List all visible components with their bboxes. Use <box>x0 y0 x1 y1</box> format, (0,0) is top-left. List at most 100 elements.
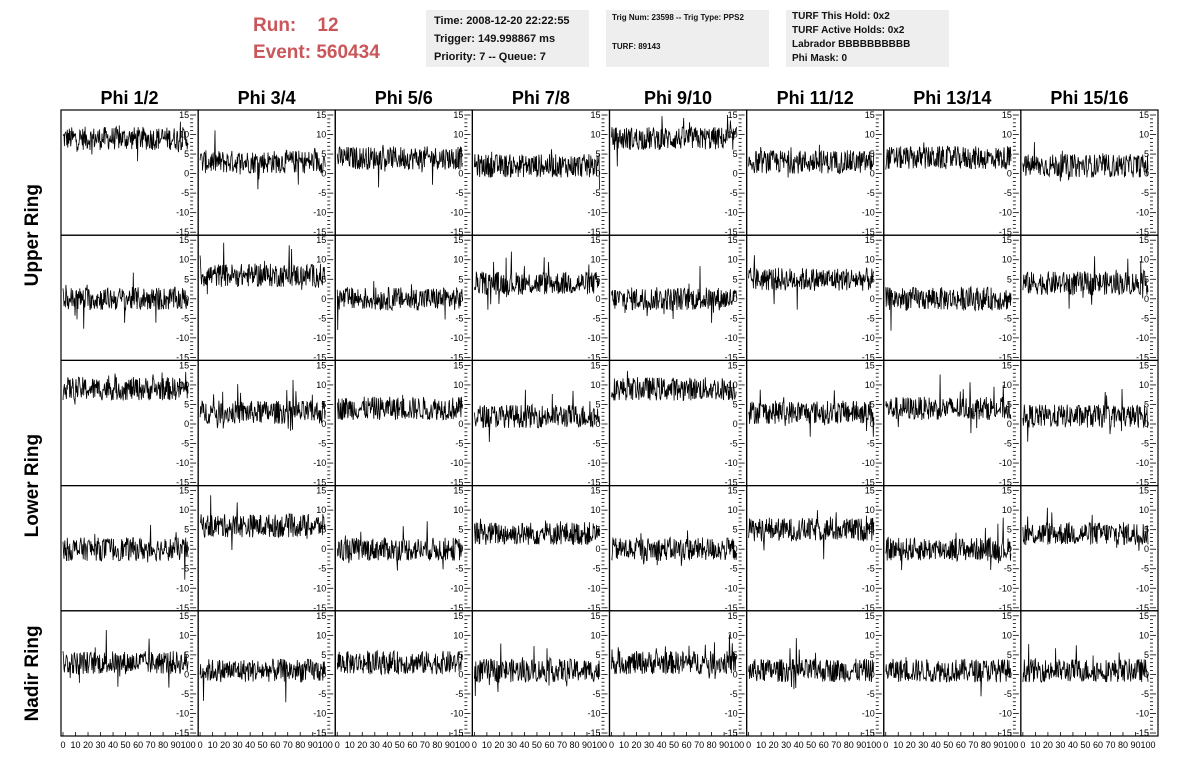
event-label: Event: <box>253 42 312 63</box>
y-tick-label: 5 <box>1144 399 1149 409</box>
y-tick-label: -10 <box>725 333 738 343</box>
y-tick-label: 0 <box>321 169 326 179</box>
y-tick-label: -5 <box>1141 439 1149 449</box>
x-tick-label: 90 <box>719 740 729 750</box>
y-tick-label: -5 <box>730 313 738 323</box>
phi-mask-text: Phi Mask: 0 <box>792 53 848 64</box>
run-row: Run: 12 <box>253 12 380 39</box>
x-tick-label: 60 <box>819 740 829 750</box>
y-tick-label: -10 <box>176 208 189 218</box>
waveform-trace <box>474 251 600 310</box>
y-tick-label: -15 <box>862 603 875 613</box>
y-tick-label: -10 <box>862 583 875 593</box>
ring-label: Lower Ring <box>22 434 43 537</box>
turf-this-hold-text: TURF This Hold: 0x2 <box>792 11 890 22</box>
y-tick-label: -5 <box>730 564 738 574</box>
y-tick-label: 10 <box>1139 255 1149 265</box>
y-tick-label: 5 <box>321 525 326 535</box>
x-tick-label: 10 <box>1030 740 1040 750</box>
waveform-trace <box>62 121 189 162</box>
x-tick-label: 80 <box>1118 740 1128 750</box>
y-tick-label: -5 <box>455 188 463 198</box>
y-tick-label: -5 <box>181 689 189 699</box>
x-tick-label: 100 <box>318 740 333 750</box>
y-tick-label: 10 <box>453 630 463 640</box>
y-tick-label: -5 <box>867 313 875 323</box>
y-tick-label: -15 <box>1136 478 1149 488</box>
waveform-trace <box>62 524 189 580</box>
x-tick-label: 50 <box>1080 740 1090 750</box>
y-tick-label: -15 <box>587 603 600 613</box>
y-tick-label: -10 <box>587 333 600 343</box>
labrador-text: Labrador BBBBBBBBBB <box>792 39 911 50</box>
waveform-trace <box>199 242 326 295</box>
y-tick-label: -5 <box>730 188 738 198</box>
x-tick-label: 20 <box>632 740 642 750</box>
y-tick-label: -15 <box>862 728 875 738</box>
y-tick-label: -15 <box>999 603 1012 613</box>
y-tick-label: -10 <box>450 333 463 343</box>
waveform-trace <box>62 629 189 688</box>
waveform-trace <box>336 280 463 331</box>
y-tick-label: 5 <box>870 149 875 159</box>
y-tick-label: 0 <box>184 419 189 429</box>
y-tick-label: -15 <box>862 478 875 488</box>
run-value: 12 <box>317 15 339 36</box>
y-tick-label: -15 <box>176 728 189 738</box>
y-tick-label: -10 <box>313 333 326 343</box>
y-tick-label: 0 <box>321 419 326 429</box>
y-tick-label: 5 <box>1007 650 1012 660</box>
y-tick-label: 10 <box>179 630 189 640</box>
y-tick-label: 10 <box>865 505 875 515</box>
y-tick-label: -10 <box>862 708 875 718</box>
y-tick-label: 5 <box>1007 274 1012 284</box>
y-tick-label: -10 <box>450 583 463 593</box>
y-tick-label: 15 <box>728 235 738 245</box>
y-tick-label: 0 <box>595 169 600 179</box>
waveform-trace <box>336 144 463 188</box>
x-tick-label: 0 <box>472 740 477 750</box>
y-tick-label: -5 <box>318 188 326 198</box>
x-tick-label: 90 <box>308 740 318 750</box>
y-tick-label: -15 <box>725 603 738 613</box>
y-tick-label: -15 <box>1136 227 1149 237</box>
y-tick-label: 0 <box>321 544 326 554</box>
y-tick-label: -15 <box>450 603 463 613</box>
trigger-text: Trigger: 149.998867 ms <box>434 33 556 45</box>
y-tick-label: 15 <box>316 235 326 245</box>
y-tick-label: -5 <box>318 689 326 699</box>
y-tick-label: 10 <box>1002 630 1012 640</box>
y-tick-label: -5 <box>867 188 875 198</box>
waveform-trace <box>336 649 463 676</box>
x-tick-label: 40 <box>382 740 392 750</box>
x-tick-label: 60 <box>270 740 280 750</box>
y-tick-label: -10 <box>999 208 1012 218</box>
x-tick-label: 0 <box>60 740 65 750</box>
y-tick-label: -5 <box>1004 564 1012 574</box>
y-tick-label: 10 <box>590 255 600 265</box>
y-tick-label: -15 <box>999 227 1012 237</box>
trigger-info-box: Trig Num: 23598 -- Trig Type: PPS2 TURF:… <box>606 10 769 67</box>
x-tick-label: 30 <box>644 740 654 750</box>
y-tick-label: -10 <box>176 708 189 718</box>
y-tick-label: -5 <box>1004 313 1012 323</box>
x-tick-label: 30 <box>370 740 380 750</box>
y-tick-label: 10 <box>179 380 189 390</box>
y-tick-label: 10 <box>1002 130 1012 140</box>
y-tick-label: -15 <box>1136 728 1149 738</box>
y-tick-label: -15 <box>1136 603 1149 613</box>
y-tick-label: -10 <box>313 583 326 593</box>
y-tick-label: -10 <box>450 458 463 468</box>
y-tick-label: 15 <box>1139 611 1149 621</box>
y-tick-label: -15 <box>862 227 875 237</box>
event-row: Event: 560434 <box>253 39 380 66</box>
x-tick-label: 30 <box>507 740 517 750</box>
y-tick-label: -15 <box>450 478 463 488</box>
x-tick-label: 10 <box>482 740 492 750</box>
y-tick-label: -15 <box>999 478 1012 488</box>
y-tick-label: 10 <box>1139 130 1149 140</box>
y-tick-label: 10 <box>316 505 326 515</box>
y-tick-label: -15 <box>313 603 326 613</box>
waveform-trace <box>611 370 737 402</box>
y-tick-label: -10 <box>176 583 189 593</box>
